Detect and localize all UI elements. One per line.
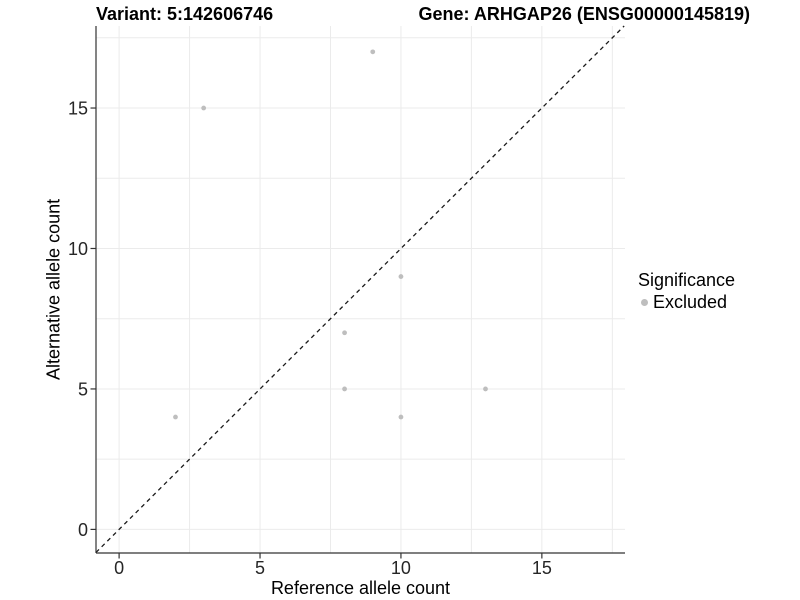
legend-item-excluded: Excluded [638,292,735,313]
data-point [201,105,207,111]
plot-title-gene: Gene: ARHGAP26 (ENSG00000145819) [418,4,751,24]
data-point [173,414,178,420]
x-tick-label: 10 [391,558,411,578]
data-point [398,414,404,420]
data-point [370,49,376,55]
y-axis-title: Alternative allele count [43,198,64,381]
data-point [342,330,347,336]
data-point [483,386,488,392]
identity-dashed-line [95,25,625,553]
x-tick-label: 0 [114,558,124,578]
y-tick-label: 0 [78,520,88,540]
data-point [398,274,404,279]
legend-item-label: Excluded [653,292,728,312]
x-tick-label: 15 [532,558,552,578]
x-tick-label: 5 [255,558,265,578]
y-tick-label: 15 [68,99,88,119]
y-tick-label: 5 [78,379,88,399]
legend-key-dot [641,299,648,306]
legend-title: Significance [638,270,736,290]
plot-title-variant: Variant: 5:142606746 [96,4,274,24]
data-point [342,386,347,392]
legend: Significance Excluded [638,269,735,313]
x-axis-title: Reference allele count [270,578,451,598]
y-tick-label: 10 [68,239,88,259]
